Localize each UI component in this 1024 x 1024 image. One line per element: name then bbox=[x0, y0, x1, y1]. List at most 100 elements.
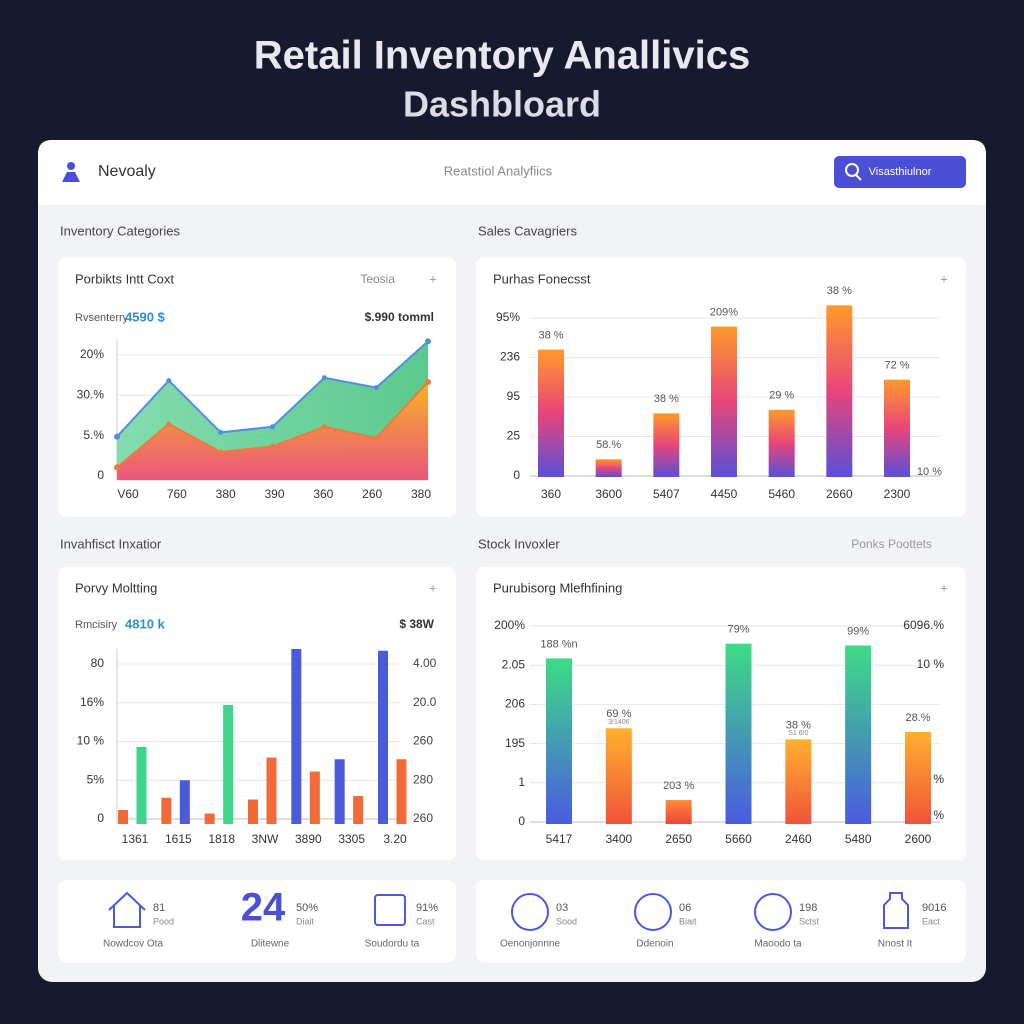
section-action: Ponks Poottets bbox=[851, 537, 932, 551]
stat-big: 24 bbox=[241, 886, 286, 930]
section-title: Inventory Categories bbox=[60, 223, 180, 238]
area bbox=[117, 382, 428, 480]
bar bbox=[291, 649, 302, 824]
x-tick-label: 3305 bbox=[338, 832, 365, 846]
point bbox=[321, 424, 327, 430]
section-title: Stock Invoxler bbox=[478, 536, 560, 551]
bar bbox=[538, 349, 564, 477]
stat-value: 198 bbox=[799, 902, 817, 914]
x-tick-label: 390 bbox=[264, 487, 284, 501]
point bbox=[166, 378, 172, 384]
bar bbox=[118, 810, 128, 824]
point bbox=[166, 421, 172, 427]
point bbox=[373, 385, 379, 391]
x-tick-label: 360 bbox=[541, 487, 561, 501]
panel-title: Porvy Moltting bbox=[75, 580, 157, 595]
point bbox=[218, 429, 224, 435]
stat-value: 50% bbox=[296, 902, 318, 914]
plus: + bbox=[429, 580, 437, 595]
search-icon bbox=[845, 163, 862, 181]
x-tick-label: 3890 bbox=[295, 832, 322, 846]
stat-label: Oenonjonnne bbox=[500, 939, 560, 950]
x-tick-label: 4450 bbox=[711, 487, 738, 501]
x-tick-label: 1615 bbox=[165, 832, 192, 846]
y-tick-label: 0 bbox=[97, 811, 104, 825]
bar bbox=[605, 728, 632, 824]
bar-label: 69 % bbox=[606, 708, 631, 720]
metric: 4810 k bbox=[125, 616, 166, 631]
y2-tick-label: 280 bbox=[413, 772, 433, 786]
x-tick-label: 760 bbox=[167, 487, 187, 501]
x-tick-label: 2650 bbox=[665, 832, 692, 846]
stats-card bbox=[58, 880, 456, 962]
y-tick-label: 25 bbox=[507, 429, 521, 443]
y2-tick-label: 20.0 bbox=[413, 695, 437, 709]
stat-label: Ddenoin bbox=[636, 939, 673, 950]
stat-unit: Diait bbox=[296, 916, 315, 926]
x-tick-label: 5480 bbox=[845, 832, 872, 846]
plus: + bbox=[940, 271, 948, 286]
stat-label: Dlitewne bbox=[251, 939, 290, 950]
point bbox=[114, 464, 120, 471]
bar-label: 38 % bbox=[827, 285, 852, 297]
y-tick-label: 95 bbox=[507, 389, 521, 403]
stats-card bbox=[476, 880, 966, 962]
icon bbox=[754, 893, 792, 931]
stat-value: 91% bbox=[416, 902, 438, 914]
y-tick-label: 195 bbox=[505, 736, 525, 750]
x-tick-label: 5460 bbox=[768, 487, 795, 501]
bar bbox=[248, 799, 258, 824]
right-label: 6096.% bbox=[903, 618, 944, 632]
y-tick-label: 206 bbox=[505, 697, 525, 711]
bar bbox=[334, 759, 345, 824]
bar bbox=[725, 643, 752, 824]
stat-label: Maoodo ta bbox=[754, 939, 802, 950]
plus: + bbox=[429, 271, 437, 286]
y-tick-label: 30.% bbox=[77, 388, 105, 402]
bar bbox=[353, 796, 364, 824]
point bbox=[373, 435, 379, 441]
bar bbox=[396, 759, 407, 824]
point bbox=[270, 443, 275, 449]
icon bbox=[108, 891, 146, 928]
metric-right: $ 38W bbox=[399, 617, 434, 631]
x-tick-label: 2660 bbox=[826, 487, 853, 501]
x-tick-label: 2460 bbox=[785, 832, 812, 846]
x-tick-label: 3400 bbox=[605, 832, 632, 846]
bar-label: 188 %n bbox=[540, 638, 577, 650]
x-tick-label: 3NW bbox=[252, 832, 279, 846]
metric-label: Rmcisiry bbox=[75, 619, 118, 631]
search-button[interactable] bbox=[834, 156, 966, 188]
stat-label: Nowdcov Ota bbox=[103, 939, 163, 950]
x-tick-label: 5407 bbox=[653, 487, 680, 501]
y-tick-label: 80 bbox=[91, 656, 105, 670]
x-tick-label: 3.20 bbox=[383, 832, 407, 846]
bar bbox=[204, 813, 215, 824]
point bbox=[270, 424, 275, 430]
panel bbox=[58, 567, 456, 860]
point bbox=[425, 379, 431, 385]
bar bbox=[665, 800, 692, 824]
note: 10 % bbox=[917, 466, 942, 478]
x-tick-label: 3600 bbox=[595, 487, 622, 501]
y-tick-label: 0 bbox=[513, 468, 520, 482]
y2-tick-label: 260 bbox=[413, 811, 433, 825]
bar-sublabel: S1 6!0 bbox=[788, 730, 808, 737]
point bbox=[218, 449, 224, 455]
bar-label: 38 % bbox=[654, 393, 679, 405]
bar bbox=[785, 739, 812, 824]
stat-label: Nnost It bbox=[878, 939, 913, 950]
y-tick-label: 5.% bbox=[83, 428, 104, 442]
bar bbox=[884, 379, 910, 477]
right-label: % bbox=[933, 772, 944, 786]
bar bbox=[266, 757, 277, 824]
bar bbox=[161, 797, 172, 824]
bar-label: 28.% bbox=[905, 712, 930, 724]
panel-title: Purubisorg Mlefhfining bbox=[493, 580, 622, 595]
stat-unit: Pood bbox=[153, 916, 174, 926]
x-tick-label: 380 bbox=[216, 487, 236, 501]
y-tick-label: 5% bbox=[87, 772, 105, 786]
bar bbox=[711, 326, 737, 477]
icon bbox=[883, 892, 909, 929]
